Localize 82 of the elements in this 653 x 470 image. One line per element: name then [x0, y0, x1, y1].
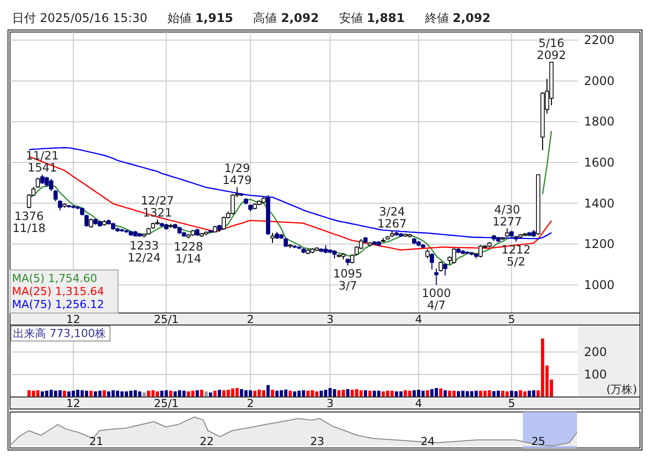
chart-title: 出来高 773,100株 [13, 327, 106, 340]
annotation: 1095 3/7 [333, 266, 362, 292]
x-tick-label: 22 [200, 435, 214, 448]
bar [200, 390, 204, 397]
y-tick-label: 100 [584, 368, 607, 382]
bar [288, 390, 292, 397]
bar [266, 385, 270, 397]
y-tick-label: 1000 [584, 278, 615, 292]
bar [102, 390, 106, 397]
y-axis-title: (万株) [606, 383, 637, 396]
y-tick-label: 1600 [584, 156, 615, 170]
candlestick [88, 218, 94, 228]
candlestick [443, 262, 448, 276]
x-tick-label: 12 [66, 397, 80, 410]
candlestick [54, 190, 58, 202]
y-tick-label: 2200 [584, 33, 615, 48]
bar [540, 338, 544, 397]
x-tick-label: 24 [420, 435, 435, 448]
candlestick [425, 248, 430, 259]
bar [444, 390, 447, 397]
bar [496, 390, 500, 397]
bar [284, 390, 288, 397]
y-tick-label: 1400 [584, 196, 615, 210]
x-tick-label: 25/1 [154, 313, 179, 326]
text: 終値 2,092 [424, 11, 491, 25]
annotation: 5/16 2092 [536, 36, 566, 62]
x-tick-label: 21 [89, 435, 104, 448]
bar [293, 391, 296, 397]
text: MA(5) 1,754.60 [12, 272, 98, 285]
annotation: 1/29 1479 [222, 161, 252, 188]
x-tick-label: 4 [415, 397, 422, 410]
bar [346, 389, 350, 397]
x-tick-label: 4 [415, 313, 422, 326]
bar [377, 390, 380, 397]
x-tick-label: 25/1 [154, 397, 179, 410]
x-tick-label: 25 [531, 435, 546, 448]
bar [164, 390, 168, 397]
text: 始値 1,915 [167, 11, 234, 25]
y-tick-label: 1800 [584, 114, 615, 129]
x-tick-label: 3 [326, 397, 334, 410]
bar [196, 390, 199, 397]
annotation: 12/27 1321 [140, 193, 174, 220]
annotation: 3/24 1267 [377, 204, 407, 230]
x-tick-label: 12 [66, 313, 80, 326]
x-tick-label: 5 [508, 313, 516, 326]
x-tick-label: 5 [508, 397, 516, 410]
text: 高値 2,092 [253, 11, 319, 25]
annotation: 1000 4/7 [422, 286, 451, 312]
y-tick-label: 2000 [584, 74, 615, 88]
annotation: 1212 5/2 [501, 242, 531, 269]
bar [169, 390, 172, 397]
candlestick [58, 200, 62, 211]
candlestick [452, 248, 456, 264]
candlestick [430, 252, 434, 270]
text: MA(75) 1,256.12 [12, 298, 104, 311]
annotation: 1233 12/24 [128, 238, 161, 264]
bar [191, 390, 194, 397]
bar [412, 390, 416, 397]
x-tick-label: 3 [326, 313, 334, 326]
bar [350, 390, 354, 397]
text: 日付 2025/05/16 15:30 [12, 11, 148, 25]
x-tick-label: 2 [246, 397, 254, 410]
annotation: 1376 11/18 [12, 209, 46, 236]
y-tick-label: 1200 [584, 237, 615, 252]
text: 安値 1,881 [338, 11, 405, 25]
bar [382, 391, 385, 397]
x-tick-label: 2 [246, 313, 254, 326]
candlestick [434, 268, 438, 286]
candlestick [270, 232, 275, 244]
candlestick [36, 177, 40, 188]
text: MA(25) 1,315.64 [12, 285, 104, 298]
x-tick-label: 23 [310, 435, 324, 448]
annotation: 4/30 1277 [492, 202, 522, 228]
y-tick-label: 200 [584, 345, 607, 359]
bar [434, 388, 438, 397]
bar [439, 388, 442, 397]
annotation: 11/21 1541 [26, 148, 59, 175]
annotation: 1228 1/14 [174, 239, 204, 266]
bar [315, 391, 318, 397]
candlestick [478, 244, 483, 258]
candlestick [438, 260, 443, 272]
candlestick [284, 237, 288, 248]
